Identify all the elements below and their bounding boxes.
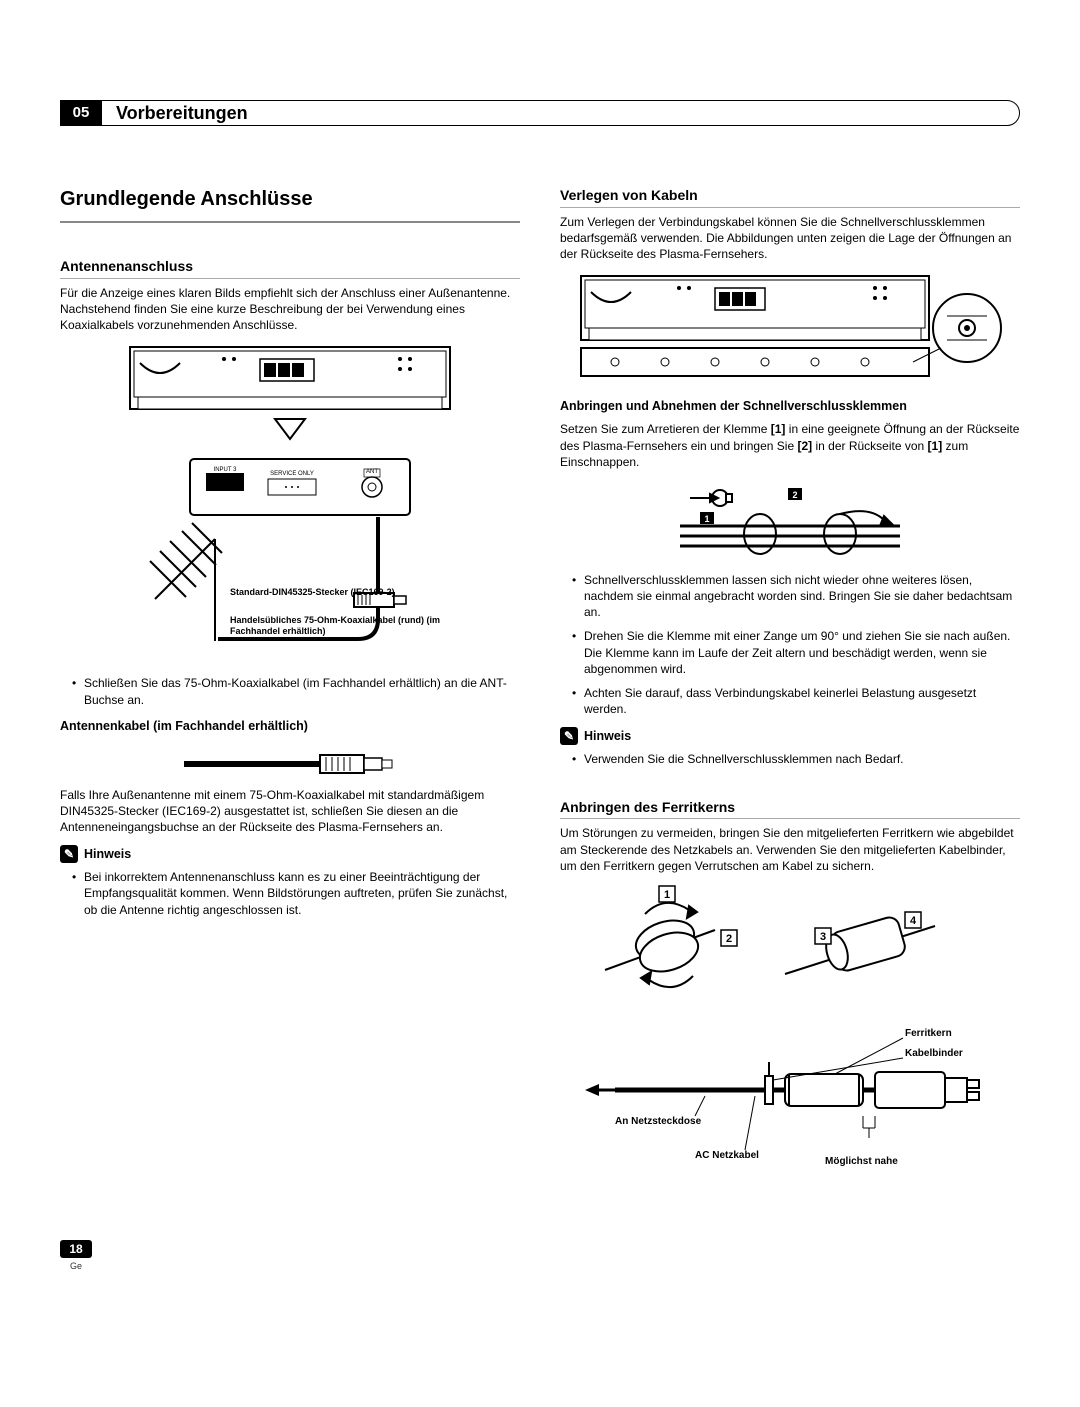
ferrite-rule xyxy=(560,818,1020,819)
content-columns: Grundlegende Anschlüsse Antennenanschlus… xyxy=(60,186,1020,1180)
routing-paragraph: Zum Verlegen der Verbindungskabel können… xyxy=(560,214,1020,263)
antenna-diagram-svg: INPUT 3 HDMI SERVICE ONLY ANT xyxy=(110,339,470,669)
svg-text:3: 3 xyxy=(820,931,826,943)
clamp-bullet-1: Schnellverschlussklemmen lassen sich nic… xyxy=(572,572,1020,621)
antenna-rule xyxy=(60,278,520,279)
svg-text:INPUT 3: INPUT 3 xyxy=(214,467,238,473)
svg-text:HDMI: HDMI xyxy=(217,495,233,501)
routing-rule xyxy=(560,207,1020,208)
ferrite-figure: 1 2 3 4 xyxy=(560,880,1020,1180)
antenna-paragraph-2: Falls Ihre Außenantenne mit einem 75-Ohm… xyxy=(60,787,520,836)
ferrite-svg: 1 2 3 4 xyxy=(575,880,1005,1180)
svg-text:Kabelbinder: Kabelbinder xyxy=(905,1048,963,1059)
routing-heading: Verlegen von Kabeln xyxy=(560,186,1020,205)
antenna-note-row: ✎ Hinweis xyxy=(60,845,520,863)
clamp-heading: Anbringen und Abnehmen der Schnellversch… xyxy=(560,398,1020,415)
svg-text:AC Netzkabel: AC Netzkabel xyxy=(695,1150,759,1161)
svg-text:1: 1 xyxy=(704,514,709,524)
clamp-bullet-2: Drehen Sie die Klemme mit einer Zange um… xyxy=(572,628,1020,677)
svg-text:ANT: ANT xyxy=(366,469,378,475)
page-language: Ge xyxy=(70,1260,1020,1272)
antenna-note-label: Hinweis xyxy=(84,846,131,863)
svg-text:Möglichst nahe: Möglichst nahe xyxy=(825,1156,898,1167)
clamp-svg: 1 2 xyxy=(670,476,910,566)
svg-text:4: 4 xyxy=(910,915,917,927)
svg-text:2: 2 xyxy=(792,490,797,500)
right-column: Verlegen von Kabeln Zum Verlegen der Ver… xyxy=(560,186,1020,1180)
svg-text:1: 1 xyxy=(664,889,670,901)
antenna-cable-heading: Antennenkabel (im Fachhandel erhältlich) xyxy=(60,718,520,735)
clamp-figure: 1 2 xyxy=(560,476,1020,566)
clamp-bullets: Schnellverschlussklemmen lassen sich nic… xyxy=(560,572,1020,718)
antenna-note-bullets: Bei inkorrektem Antennenanschluss kann e… xyxy=(60,869,520,918)
svg-text:2: 2 xyxy=(726,933,732,945)
chapter-title: Vorbereitungen xyxy=(102,101,248,125)
rear-openings-figure xyxy=(560,268,1020,388)
antenna-note-bullet-1: Bei inkorrektem Antennenanschluss kann e… xyxy=(72,869,520,918)
rear-openings-svg xyxy=(575,268,1005,388)
note-icon: ✎ xyxy=(560,727,578,745)
main-heading: Grundlegende Anschlüsse xyxy=(60,186,520,213)
note-icon: ✎ xyxy=(60,845,78,863)
routing-note-label: Hinweis xyxy=(584,728,631,745)
antenna-bullet-1: Schließen Sie das 75-Ohm-Koaxialkabel (i… xyxy=(72,675,520,707)
svg-text:Ferritkern: Ferritkern xyxy=(905,1028,952,1039)
antenna-heading: Antennenanschluss xyxy=(60,257,520,276)
clamp-bullet-3: Achten Sie darauf, dass Verbindungskabel… xyxy=(572,685,1020,717)
ferrite-paragraph: Um Störungen zu vermeiden, bringen Sie d… xyxy=(560,825,1020,874)
svg-text:SERVICE ONLY: SERVICE ONLY xyxy=(270,471,314,477)
routing-note-row: ✎ Hinweis xyxy=(560,727,1020,745)
ferrite-heading: Anbringen des Ferritkerns xyxy=(560,798,1020,817)
svg-text:An Netzsteckdose: An Netzsteckdose xyxy=(615,1116,702,1127)
routing-note-bullet-1: Verwenden Sie die Schnellverschlussklemm… xyxy=(572,751,1020,767)
routing-note-bullets: Verwenden Sie die Schnellverschlussklemm… xyxy=(560,751,1020,767)
svg-text:Standard-DIN45325-Stecker (IEC: Standard-DIN45325-Stecker (IEC169-2) xyxy=(230,587,395,597)
chapter-number: 05 xyxy=(60,100,102,126)
antenna-figure: INPUT 3 HDMI SERVICE ONLY ANT xyxy=(60,339,520,669)
main-heading-rule xyxy=(60,221,520,223)
clamp-paragraph: Setzen Sie zum Arretieren der Klemme [1]… xyxy=(560,421,1020,470)
antenna-cable-figure xyxy=(60,741,520,787)
chapter-header: 05 Vorbereitungen xyxy=(60,100,1020,126)
page-number: 18 xyxy=(60,1240,92,1258)
page-footer: 18 Ge xyxy=(60,1240,1020,1272)
antenna-bullets: Schließen Sie das 75-Ohm-Koaxialkabel (i… xyxy=(60,675,520,707)
left-column: Grundlegende Anschlüsse Antennenanschlus… xyxy=(60,186,520,1180)
antenna-paragraph: Für die Anzeige eines klaren Bilds empfi… xyxy=(60,285,520,334)
coax-cable-svg xyxy=(180,741,400,787)
